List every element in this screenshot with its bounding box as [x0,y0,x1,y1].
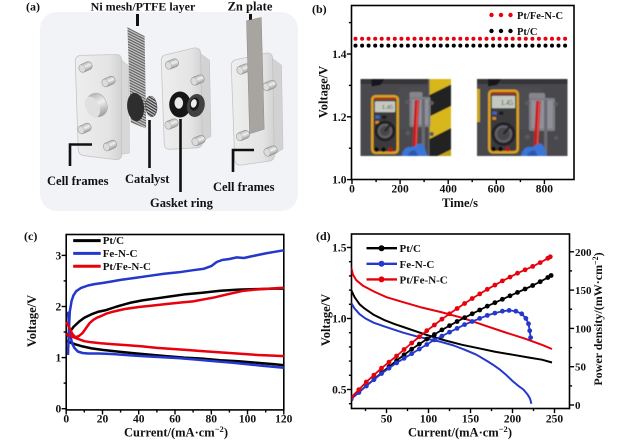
svg-text:Current/(mA·cm−2): Current/(mA·cm−2) [408,424,512,440]
svg-text:1.0: 1.0 [332,175,347,187]
svg-text:1.45: 1.45 [501,99,514,107]
svg-text:Fe-N-C: Fe-N-C [103,248,138,260]
svg-text:120: 120 [275,414,293,426]
svg-text:Pt/C: Pt/C [517,27,537,38]
svg-text:Voltage/V: Voltage/V [319,294,333,346]
svg-text:Current/(mA·cm−2): Current/(mA·cm−2) [124,424,228,440]
svg-text:200: 200 [575,247,592,259]
svg-text:50: 50 [381,414,393,426]
svg-text:Voltage/V: Voltage/V [317,66,331,118]
svg-text:2: 2 [55,302,61,314]
svg-text:40: 40 [133,414,145,426]
svg-text:(c): (c) [24,229,37,243]
svg-text:Pt/Fe-N-C: Pt/Fe-N-C [400,274,448,286]
svg-text:150: 150 [575,285,592,297]
svg-text:600: 600 [488,184,506,196]
svg-text:(a): (a) [26,0,40,14]
svg-text:20: 20 [97,414,109,426]
svg-text:800: 800 [536,184,554,196]
svg-text:100: 100 [575,323,592,335]
svg-text:50: 50 [575,362,587,374]
svg-text:Cell frames: Cell frames [213,180,275,194]
svg-text:Zn plate: Zn plate [228,0,273,14]
svg-text:0: 0 [349,184,355,196]
svg-text:100: 100 [420,414,438,426]
svg-text:Ni mesh/PTFE layer: Ni mesh/PTFE layer [91,0,196,14]
svg-text:250: 250 [546,414,564,426]
svg-text:1.2: 1.2 [332,112,347,124]
svg-text:Cell frames: Cell frames [47,174,109,188]
svg-text:3: 3 [55,250,61,262]
svg-text:60: 60 [169,414,181,426]
svg-text:1.45: 1.45 [382,104,393,111]
svg-text:100: 100 [239,414,257,426]
svg-text:Gasket ring: Gasket ring [150,196,214,210]
svg-text:150: 150 [462,414,480,426]
svg-text:Power density/(mW·cm−2): Power density/(mW·cm−2) [591,252,605,385]
svg-text:400: 400 [440,184,458,196]
svg-text:Voltage/V: Voltage/V [25,295,39,347]
svg-text:200: 200 [391,184,409,196]
svg-text:0: 0 [55,404,61,416]
svg-text:80: 80 [206,414,218,426]
svg-text:1.5: 1.5 [332,243,347,255]
svg-text:0: 0 [575,400,581,412]
svg-text:Catalyst: Catalyst [125,172,170,186]
svg-text:1.4: 1.4 [332,49,347,61]
svg-text:Pt/Fe-N-C: Pt/Fe-N-C [103,261,151,273]
svg-text:Pt/Fe-N-C: Pt/Fe-N-C [517,11,563,22]
svg-text:(b): (b) [312,2,327,16]
svg-text:0.5: 0.5 [332,385,347,397]
svg-text:Pt/C: Pt/C [103,235,124,247]
svg-text:200: 200 [504,414,522,426]
svg-text:1.0: 1.0 [332,314,347,326]
svg-text:Fe-N-C: Fe-N-C [400,259,435,271]
svg-text:Time/s: Time/s [442,196,478,210]
svg-text:(d): (d) [316,229,331,243]
svg-text:1: 1 [55,353,61,365]
svg-text:0: 0 [63,414,69,426]
svg-text:Pt/C: Pt/C [400,243,421,255]
